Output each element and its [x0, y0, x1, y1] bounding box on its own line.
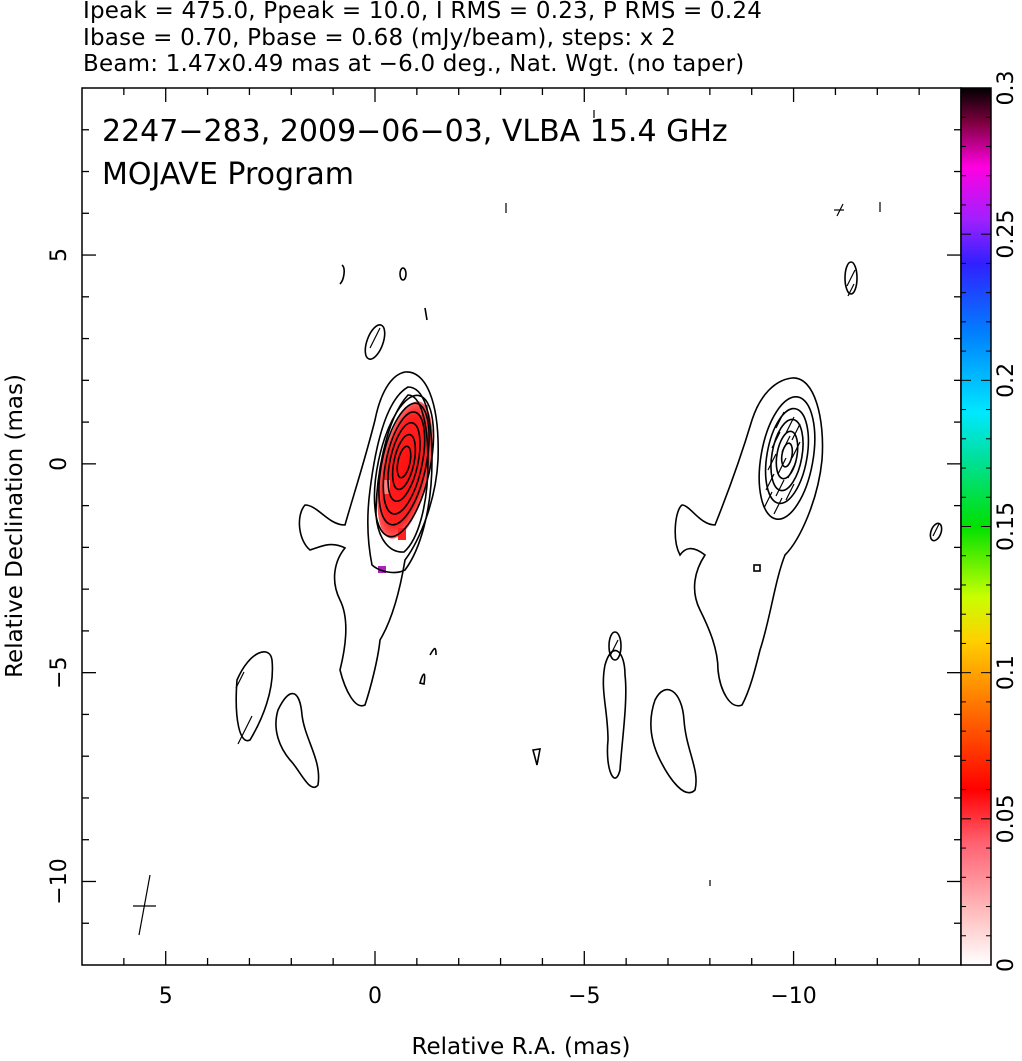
x-tick-label: −10: [770, 984, 816, 1009]
x-tick-label: 0: [368, 984, 382, 1009]
pol-vector: [369, 327, 381, 349]
pol-vector: [237, 715, 253, 745]
pol-vector: [609, 639, 619, 657]
pol-vector: [785, 483, 795, 501]
colorbar-tick-label: 0.1: [994, 655, 1019, 690]
colorbar-ticks: 0 0.05 0.1 0.15 0.2 0.25 0.3: [961, 71, 1019, 972]
pol-vector: [791, 423, 801, 441]
x-axis-ticks: 5 0 −5 −10: [123, 88, 920, 1009]
header-line-2: Ibase = 0.70, Pbase = 0.68 (mJy/beam), s…: [83, 25, 676, 51]
colorbar-tick-label: 0: [994, 958, 1019, 972]
y-tick-label: −10: [47, 858, 72, 904]
header-line-1: Ipeak = 475.0, Ppeak = 10.0, I RMS = 0.2…: [83, 0, 763, 24]
pol-vector: [235, 671, 245, 689]
pol-vector: [932, 523, 940, 537]
program-label: MOJAVE Program: [102, 157, 354, 192]
header-line-3: Beam: 1.47x0.49 mas at −6.0 deg., Nat. W…: [83, 51, 745, 77]
x-tick-label: 5: [159, 984, 173, 1009]
pol-vector: [781, 435, 791, 453]
plot-frame: [81, 87, 962, 966]
pol-vector: [846, 269, 856, 287]
pol-vector: [775, 479, 785, 497]
pol-vector: [775, 411, 785, 429]
x-tick-label: −5: [568, 984, 600, 1009]
pol-vector: [847, 283, 855, 297]
pol-vector: [763, 491, 773, 509]
beam-marker: [133, 874, 156, 936]
colorbar-tick-label: 0.15: [994, 502, 1019, 551]
pol-vector: [777, 457, 787, 475]
pol-vector: [767, 453, 777, 471]
pol-vector: [771, 431, 781, 449]
polarization-vectors: [235, 110, 940, 886]
x-axis-label: Relative R.A. (mas): [412, 1034, 631, 1060]
pol-vector: [787, 461, 797, 479]
y-tick-label: 5: [47, 248, 72, 262]
colorbar-tick-label: 0.05: [994, 794, 1019, 843]
pol-vector: [773, 497, 783, 515]
y-axis-ticks: 5 0 −5 −10: [47, 129, 961, 924]
colorbar-tick-label: 0.3: [994, 71, 1019, 106]
y-axis-label: Relative Declination (mas): [2, 374, 28, 678]
colorbar-tick-label: 0.25: [994, 210, 1019, 259]
source-title: 2247−283, 2009−06−03, VLBA 15.4 GHz: [102, 114, 728, 149]
y-tick-label: 0: [47, 457, 72, 471]
pol-vector: [791, 441, 801, 459]
pol-vector: [765, 473, 775, 491]
y-tick-label: −5: [47, 656, 72, 688]
linear-pol-contours: [531, 261, 943, 794]
pol-vector: [785, 416, 795, 434]
core-contours: [235, 264, 439, 789]
colorbar-tick-label: 0.2: [994, 363, 1019, 398]
